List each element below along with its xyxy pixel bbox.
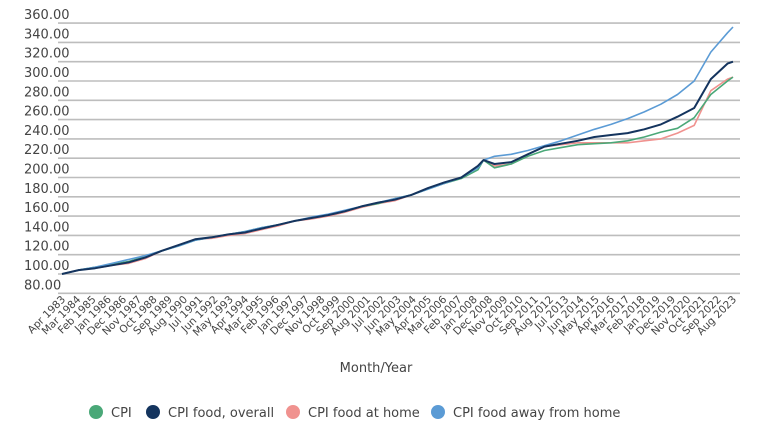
series-line-cpi-food-overall xyxy=(61,60,734,275)
y-tick-label: 360.00 xyxy=(24,8,70,23)
legend-label: CPI food away from home xyxy=(453,406,620,421)
y-axis-ticks: 80.00 100.00 120.00 140.00 160.00 180.00 200.0… xyxy=(24,8,70,293)
y-tick-label: 180.00 xyxy=(24,182,70,197)
y-tick-label: 80.00 xyxy=(24,278,61,293)
y-tick-label: 320.00 xyxy=(24,47,70,62)
y-tick-label: 240.00 xyxy=(24,124,70,139)
y-tick-label: 280.00 xyxy=(24,85,70,100)
legend-label: CPI food at home xyxy=(308,406,420,421)
y-tick-label: 120.00 xyxy=(24,240,70,255)
legend-marker xyxy=(286,405,300,419)
series-lines xyxy=(61,26,734,275)
legend-label: CPI food, overall xyxy=(168,406,274,421)
y-tick-label: 300.00 xyxy=(24,66,70,81)
x-axis-title: Month/Year xyxy=(340,361,413,376)
y-tick-label: 260.00 xyxy=(24,105,70,120)
y-tick-label: 200.00 xyxy=(24,163,70,178)
y-tick-label: 140.00 xyxy=(24,220,70,235)
y-tick-label: 220.00 xyxy=(24,143,70,158)
series-line-cpi-food-away-from-home xyxy=(61,26,734,275)
gridlines xyxy=(58,22,740,295)
legend-marker xyxy=(89,405,103,419)
legend-marker xyxy=(146,405,160,419)
legend: CPI CPI food, overall CPI food at home CPI … xyxy=(89,405,620,421)
legend-marker xyxy=(431,405,445,419)
y-tick-label: 160.00 xyxy=(24,201,70,216)
y-tick-label: 100.00 xyxy=(24,259,70,274)
y-tick-label: 340.00 xyxy=(24,27,70,42)
legend-label: CPI xyxy=(111,406,132,421)
series-line-cpi-food-at-home xyxy=(61,76,734,275)
series-line-cpi xyxy=(61,76,734,275)
